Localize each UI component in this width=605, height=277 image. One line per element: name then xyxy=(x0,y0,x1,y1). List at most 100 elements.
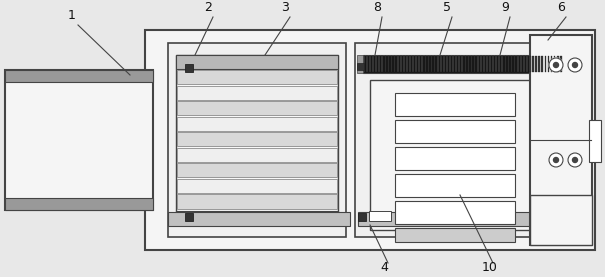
Bar xyxy=(523,56,525,72)
Bar xyxy=(517,56,518,72)
Bar xyxy=(452,56,454,72)
Bar xyxy=(177,194,337,209)
Circle shape xyxy=(554,63,558,68)
Bar xyxy=(369,211,391,221)
Bar xyxy=(403,56,405,72)
Bar xyxy=(176,55,338,225)
Circle shape xyxy=(554,158,558,163)
Bar xyxy=(388,56,389,72)
Bar xyxy=(499,56,500,72)
Bar xyxy=(532,56,534,72)
Bar xyxy=(177,163,337,177)
Circle shape xyxy=(568,58,582,72)
Bar xyxy=(357,55,363,73)
Bar xyxy=(526,56,528,72)
Bar xyxy=(530,35,592,245)
Bar xyxy=(358,213,366,221)
Bar xyxy=(395,120,515,143)
Bar xyxy=(437,56,439,72)
Bar xyxy=(443,56,445,72)
Text: 9: 9 xyxy=(501,1,509,14)
Bar xyxy=(185,213,193,221)
Bar xyxy=(168,43,346,237)
Bar xyxy=(419,56,420,72)
Bar xyxy=(492,56,494,72)
Bar xyxy=(446,56,448,72)
Bar xyxy=(409,56,411,72)
Bar xyxy=(530,195,592,245)
Bar xyxy=(548,56,549,72)
Bar xyxy=(355,43,583,237)
Bar xyxy=(511,56,512,72)
Bar xyxy=(557,56,558,72)
Circle shape xyxy=(572,63,578,68)
Bar xyxy=(185,64,193,72)
Bar xyxy=(486,56,488,72)
Bar xyxy=(397,56,399,72)
Text: 5: 5 xyxy=(443,1,451,14)
Bar xyxy=(358,212,568,226)
Bar xyxy=(434,56,436,72)
Bar xyxy=(431,56,433,72)
Text: 3: 3 xyxy=(281,1,289,14)
Bar xyxy=(520,56,522,72)
Bar xyxy=(474,56,476,72)
Bar xyxy=(468,56,469,72)
Bar xyxy=(480,56,482,72)
Bar xyxy=(176,211,338,225)
Bar xyxy=(551,56,552,72)
Bar xyxy=(465,56,466,72)
Bar xyxy=(505,56,506,72)
Bar xyxy=(363,55,563,73)
Circle shape xyxy=(549,153,563,167)
Bar xyxy=(395,174,515,197)
Bar xyxy=(400,56,402,72)
Bar xyxy=(508,56,509,72)
Bar xyxy=(471,56,473,72)
Bar xyxy=(363,56,365,72)
Circle shape xyxy=(568,153,582,167)
Bar xyxy=(5,70,153,210)
Bar xyxy=(357,63,364,70)
Bar xyxy=(541,56,543,72)
Bar xyxy=(502,56,503,72)
Bar xyxy=(391,56,393,72)
Bar xyxy=(514,56,515,72)
Bar xyxy=(395,228,515,242)
Text: 10: 10 xyxy=(482,261,498,274)
Bar xyxy=(495,56,497,72)
Bar xyxy=(428,56,430,72)
Bar xyxy=(395,93,515,116)
Bar xyxy=(394,56,396,72)
Circle shape xyxy=(572,158,578,163)
Bar xyxy=(538,56,540,72)
Bar xyxy=(177,117,337,131)
Text: 8: 8 xyxy=(373,1,381,14)
Bar xyxy=(168,212,350,226)
Bar xyxy=(425,56,427,72)
Circle shape xyxy=(549,58,563,72)
Bar xyxy=(560,56,561,72)
Bar xyxy=(395,201,515,224)
Bar xyxy=(459,56,460,72)
Bar xyxy=(366,56,368,72)
Bar xyxy=(422,56,423,72)
Bar xyxy=(412,56,414,72)
Bar xyxy=(385,56,386,72)
Bar xyxy=(382,56,383,72)
Bar xyxy=(395,147,515,170)
Bar xyxy=(449,56,451,72)
Bar xyxy=(5,198,153,210)
Bar xyxy=(5,70,153,82)
Bar xyxy=(369,56,371,72)
Bar xyxy=(378,56,380,72)
Bar xyxy=(462,56,463,72)
Bar xyxy=(489,56,491,72)
Bar xyxy=(177,179,337,193)
Bar xyxy=(456,56,457,72)
Bar xyxy=(177,70,337,84)
Bar xyxy=(370,80,565,230)
Text: 6: 6 xyxy=(557,1,565,14)
Bar xyxy=(529,56,531,72)
Bar xyxy=(535,56,537,72)
